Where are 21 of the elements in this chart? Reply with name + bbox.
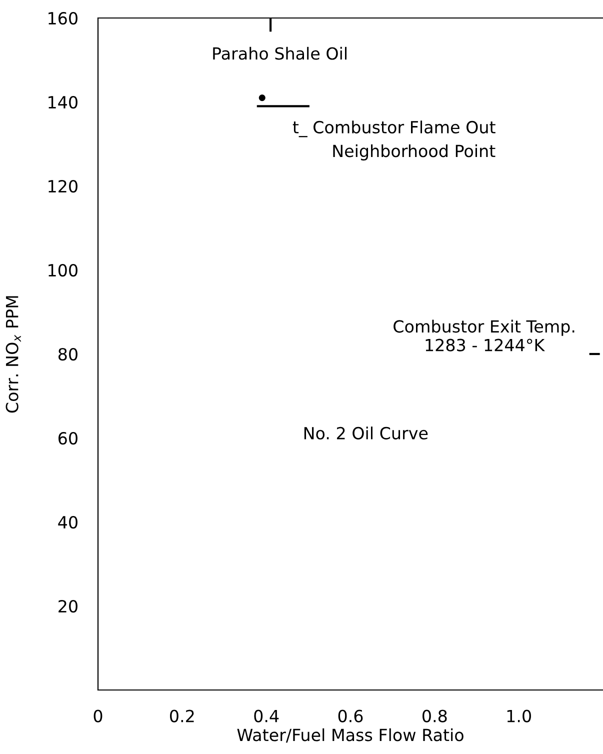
y-axis-title: Corr. NO$_{x}$ PPM — [6, 296, 21, 413]
x-tick-label: 0.4 — [254, 710, 279, 722]
y-tick-label: 40 — [58, 516, 78, 529]
y-tick-label: 80 — [58, 348, 78, 361]
x-axis-title: Water/Fuel Mass Flow Ratio — [237, 728, 464, 743]
y-tick-label: 60 — [58, 432, 78, 445]
annotation: Paraho Shale Oil — [213, 46, 347, 60]
x-tick-label: 0.6 — [338, 710, 363, 722]
y-tick-label: 100 — [48, 264, 78, 277]
annotation: Combustor Exit Temp. 1283 - 1244°K — [394, 320, 574, 352]
x-tick-label: 0 — [94, 710, 102, 722]
annotation: Neighborhood Point — [333, 144, 496, 160]
annotation: No. 2 Oil Curve — [304, 426, 428, 440]
x-tick-label: 0.8 — [422, 710, 447, 722]
y-tick-label: 120 — [48, 180, 78, 193]
y-tick-label: 140 — [48, 96, 78, 109]
x-tick-label: 0.2 — [170, 710, 194, 722]
y-tick-label: 160 — [48, 12, 78, 25]
x-tick-label: 1.0 — [507, 710, 531, 722]
y-tick-label: 20 — [58, 600, 78, 613]
annotation: t_ Combustor Flame Out — [292, 120, 496, 138]
